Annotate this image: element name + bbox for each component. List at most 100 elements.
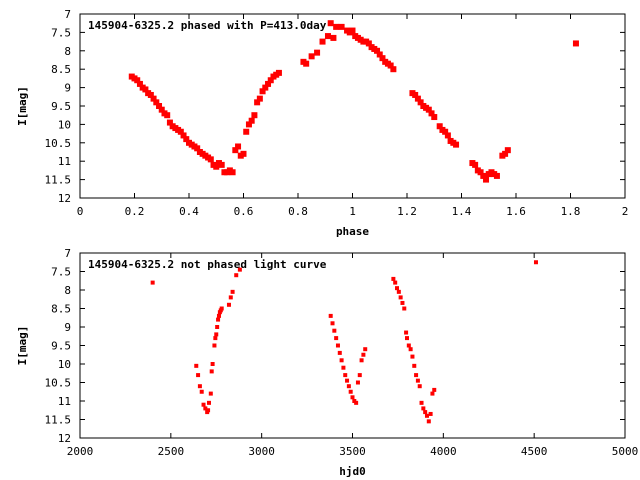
- phased-data-point: [477, 169, 484, 176]
- phased-data-point: [156, 103, 163, 109]
- unphased-y-tick-label: 9.5: [51, 340, 71, 353]
- phased-data-point: [414, 95, 421, 102]
- unphased-data-point: [210, 362, 215, 366]
- unphased-chart-title: 145904-6325.2 not phased light curve: [88, 258, 327, 271]
- unphased-data-point: [237, 267, 242, 272]
- phased-data-point: [376, 51, 383, 58]
- unphased-data-point: [363, 347, 368, 352]
- unphased-y-tick-label: 7: [64, 247, 71, 260]
- unphased-y-tick-label: 8.5: [51, 303, 71, 316]
- phased-data-point: [572, 40, 579, 47]
- unphased-data-point: [396, 289, 401, 294]
- phased-data-point: [267, 77, 274, 84]
- unphased-y-axis-label: I[mag]: [16, 326, 29, 366]
- unphased-data-point: [348, 389, 353, 394]
- phased-data-point: [425, 106, 432, 113]
- phased-data-point: [150, 95, 157, 102]
- phased-data-point: [314, 49, 321, 56]
- phased-data-point: [428, 110, 435, 117]
- unphased-data-point: [234, 273, 239, 278]
- unphased-data-point: [334, 336, 339, 341]
- phased-data-point: [319, 38, 326, 45]
- phased-data-point: [349, 27, 356, 34]
- unphased-data-point: [335, 343, 340, 348]
- phased-data-point: [240, 150, 247, 157]
- phased-data-point: [256, 95, 263, 102]
- phased-data-point: [183, 136, 190, 143]
- phased-data-point: [265, 80, 272, 87]
- phased-data-point: [229, 169, 236, 176]
- phased-data-point: [158, 106, 165, 113]
- unphased-y-tick-label: 12: [58, 432, 71, 445]
- unphased-data-point: [432, 387, 437, 392]
- phased-data-point: [387, 62, 394, 69]
- unphased-data-point: [206, 400, 211, 405]
- unphased-data-point: [226, 302, 231, 307]
- phased-data-point: [243, 128, 250, 135]
- phased-y-tick-label: 7: [64, 8, 71, 21]
- unphased-x-tick-label: 2500: [158, 445, 185, 458]
- phased-data-point: [213, 163, 220, 170]
- unphased-data-point: [430, 391, 435, 396]
- unphased-y-tick-label: 11.5: [45, 414, 72, 427]
- phased-data-point: [472, 161, 479, 168]
- phased-data-point: [431, 114, 438, 121]
- phased-data-point: [417, 99, 424, 106]
- unphased-data-point: [214, 332, 219, 337]
- unphased-data-point: [414, 373, 419, 378]
- phased-x-tick-label: 0.6: [234, 205, 254, 218]
- unphased-data-point: [350, 395, 355, 400]
- phased-data-point: [142, 86, 149, 93]
- unphased-data-point: [213, 336, 218, 341]
- phased-x-tick-label: 0.4: [179, 205, 199, 218]
- phased-y-axis-label: I[mag]: [16, 86, 29, 126]
- phased-data-point: [218, 161, 225, 168]
- unphased-data-point: [423, 410, 428, 415]
- phased-y-tick-label: 9.5: [51, 100, 71, 113]
- unphased-data-point: [412, 363, 417, 368]
- unphased-data-point: [419, 400, 424, 405]
- phased-data-point: [330, 34, 337, 41]
- unphased-data-point: [408, 347, 413, 352]
- unphased-data-point: [345, 378, 350, 383]
- unphased-data-point: [206, 408, 211, 413]
- phased-data-point: [136, 80, 143, 87]
- phased-data-point: [134, 77, 141, 84]
- phased-data-point: [245, 121, 252, 128]
- unphased-data-point: [346, 384, 351, 389]
- phased-data-point: [194, 145, 201, 152]
- phased-data-point: [442, 128, 449, 135]
- phased-data-point: [166, 119, 173, 126]
- phased-data-point: [327, 20, 334, 27]
- unphased-data-point: [197, 384, 202, 389]
- phased-x-tick-label: 1.2: [397, 205, 417, 218]
- phased-data-point: [262, 84, 269, 91]
- phased-data-point: [444, 132, 451, 139]
- phased-data-point: [333, 23, 340, 30]
- phased-data-point: [338, 23, 345, 30]
- unphased-data-point: [405, 336, 409, 341]
- unphased-data-point: [406, 343, 411, 348]
- unphased-data-point: [199, 389, 204, 394]
- unphased-data-point: [150, 280, 155, 285]
- phased-y-tick-label: 8: [64, 45, 71, 58]
- unphased-y-tick-label: 10.5: [45, 377, 72, 390]
- unphased-y-tick-label: 7.5: [51, 266, 71, 279]
- unphased-data-point: [393, 280, 398, 285]
- phased-data-point: [379, 55, 386, 62]
- unphased-data-point: [404, 330, 409, 335]
- phased-data-point: [493, 172, 500, 179]
- phased-y-tick-label: 11: [58, 155, 71, 168]
- unphased-data-point: [417, 384, 422, 389]
- unphased-x-tick-label: 5000: [612, 445, 639, 458]
- phased-data-point: [308, 53, 315, 60]
- unphased-data-point: [402, 306, 407, 311]
- phased-data-point: [275, 69, 282, 76]
- phased-data-point: [504, 147, 511, 154]
- unphased-data-point: [219, 306, 224, 311]
- phased-light-curve-panel: 0 0.2 0.4 0.6 0.8 1 1.2 1.4 1.6 1.8 2 7 7.5 8 8.5 9 9.5 1…: [16, 8, 628, 238]
- phased-data-point: [251, 112, 258, 119]
- phased-chart-title: 145904-6325.2 phased with P=413.0day: [88, 19, 327, 32]
